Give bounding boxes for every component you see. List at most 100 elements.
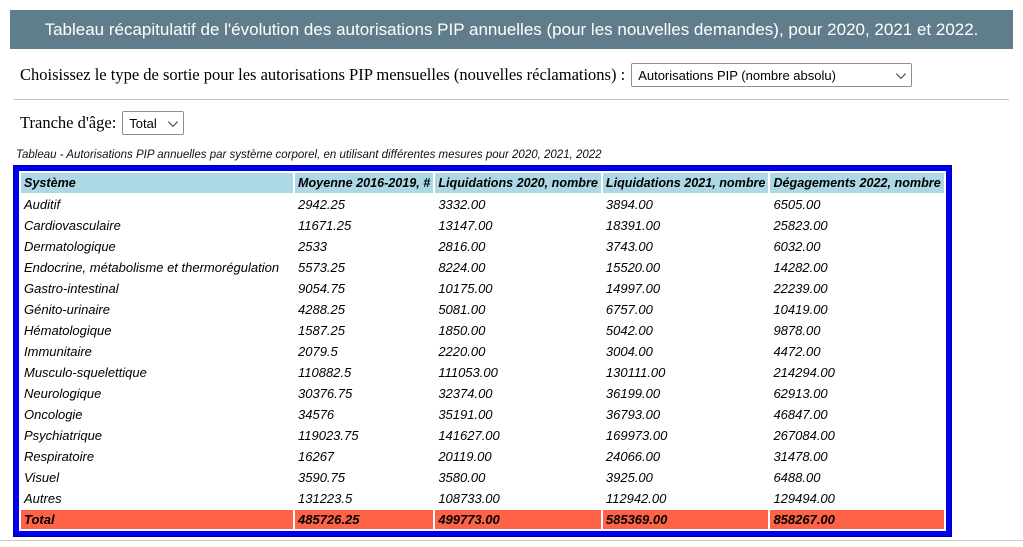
output-type-label: Choisissez le type de sortie pour les au… [20,65,626,84]
cell-value: 30376.75 [298,386,353,401]
cell-value: 108733.00 [438,491,500,506]
cell-value: 110882.5 [298,365,352,380]
cell-value: 5081.00 [438,302,486,317]
table-row: Génito-urinaire 4288.25 5081.00 6757.00 1041… [21,300,944,319]
table-row: Psychiatrique 119023.75 141627.00 169973.00… [21,426,944,445]
pip-authorisations-table: Système Moyenne 2016-2019, # Liquidations … [13,165,952,537]
cell-value: 1587.25 [298,323,345,338]
cell-value: 34576 [298,407,335,422]
cell-value: 22239.00 [773,281,828,296]
output-type-row: Choisissez le type de sortie pour les au… [14,63,1009,87]
cell-value: 131223.5 [298,491,353,506]
row-label: Total [21,510,293,529]
cell-value: 31478.00 [773,449,828,464]
table-row: Immunitaire 2079.5 2220.00 3004.00 4472.00 [21,342,944,361]
age-group-label: Tranche d'âge: [20,113,117,132]
page-title: Tableau récapitulatif de l'évolution des… [44,20,979,39]
cell-value: 36793.00 [605,407,661,422]
cell-value: 111053.00 [438,365,498,380]
cell-value: 6488.00 [773,470,821,485]
cell-value: 499773.00 [435,510,601,529]
cell-value: 15520.00 [605,260,661,275]
cell-value: 14997.00 [605,281,661,296]
row-label: Respiratoire [24,449,95,464]
column-header: Liquidations 2020, nombre [435,173,601,193]
cell-value: 1850.00 [438,323,486,338]
output-type-select[interactable]: Autorisations PIP (nombre absolu) [631,63,913,87]
cell-value: 2533 [298,239,327,254]
horizontal-divider [14,99,1009,100]
column-header: Moyenne 2016-2019, # [295,173,434,193]
table-row: Hématologique 1587.25 1850.00 5042.00 9878.0… [21,321,944,340]
table-row: Endocrine, métabolisme et thermorégulati… [21,258,944,277]
table-row: Musculo-squelettique 110882.5 111053.00 130… [21,363,944,382]
cell-value: 3590.75 [298,470,345,485]
age-group-select[interactable]: Total [122,111,185,135]
cell-value: 3894.00 [605,197,653,212]
cell-value: 20119.00 [438,449,492,464]
table-body: Auditif 2942.25 3332.00 3894.00 6505.00 Cardi… [21,195,944,529]
cell-value: 169973.00 [605,428,668,443]
cell-value: 119023.75 [298,428,359,443]
age-group-row: Tranche d'âge: Total [14,111,1009,135]
chevron-down-icon [168,116,179,127]
cell-value: 2942.25 [298,197,345,212]
header-row: Système Moyenne 2016-2019, # Liquidations … [21,173,944,193]
cell-value: 10419.00 [773,302,828,317]
cell-value: 5042.00 [605,323,653,338]
cell-value: 6757.00 [605,302,653,317]
table-row: Respiratoire 16267 20119.00 24066.00 31478.0… [21,447,944,466]
cell-value: 2816.00 [438,239,486,254]
cell-value: 32374.00 [438,386,493,401]
row-label: Psychiatrique [24,428,103,443]
cell-value: 3332.00 [438,197,486,212]
table-row: Oncologie 34576 35191.00 36793.00 46847.00 [21,405,944,424]
cell-value: 585369.00 [602,510,769,529]
page-title-banner: Tableau récapitulatif de l'évolution des… [10,10,1013,49]
row-label: Autres [24,491,62,506]
cell-value: 267084.00 [773,428,835,443]
chevron-down-icon [896,68,907,79]
row-label: Endocrine, métabolisme et thermorégulati… [24,260,280,275]
age-group-selected-value: Total [129,115,157,131]
cell-value: 214294.00 [773,365,835,380]
cell-value: 4472.00 [773,344,821,359]
cell-value: 858267.00 [770,510,944,529]
cell-value: 16267 [298,449,335,464]
cell-value: 18391.00 [605,218,661,233]
cell-value: 25823.00 [773,218,828,233]
table-row: Autres 131223.5 108733.00 112942.00 129494.0… [21,489,944,508]
cell-value: 2079.5 [298,344,338,359]
cell-value: 10175.00 [438,281,493,296]
cell-value: 46847.00 [773,407,828,422]
output-type-selected-value: Autorisations PIP (nombre absolu) [638,67,836,83]
cell-value: 11671.25 [298,218,352,233]
table-row: Gastro-intestinal 9054.75 10175.00 14997.00… [21,279,944,298]
table-row: Cardiovasculaire 11671.25 13147.00 18391.00… [21,216,944,235]
cell-value: 6032.00 [773,239,821,254]
cell-value: 8224.00 [438,260,486,275]
cell-value: 9054.75 [298,281,345,296]
table-row: Auditif 2942.25 3332.00 3894.00 6505.00 [21,195,944,214]
row-label: Cardiovasculaire [24,218,121,233]
row-label: Oncologie [24,407,83,422]
cell-value: 129494.00 [773,491,835,506]
cell-value: 3743.00 [605,239,653,254]
cell-value: 485726.25 [295,510,434,529]
table-caption: Tableau - Autorisations PIP annuelles pa… [16,149,602,161]
row-label: Visuel [24,470,60,485]
row-label: Gastro-intestinal [24,281,119,296]
cell-value: 24066.00 [605,449,661,464]
cell-value: 4288.25 [298,302,345,317]
cell-value: 9878.00 [773,323,821,338]
cell-value: 14282.00 [773,260,828,275]
cell-value: 5573.25 [298,260,345,275]
cell-value: 13147.00 [438,218,493,233]
row-label: Auditif [24,197,61,212]
total-row: Total 485726.25 499773.00 585369.00 858267.0… [21,510,944,529]
cell-value: 3004.00 [605,344,653,359]
cell-value: 3580.00 [438,470,486,485]
row-label: Neurologique [24,386,102,401]
column-header: Dégagements 2022, nombre [770,173,944,193]
column-header: Système [21,173,293,193]
